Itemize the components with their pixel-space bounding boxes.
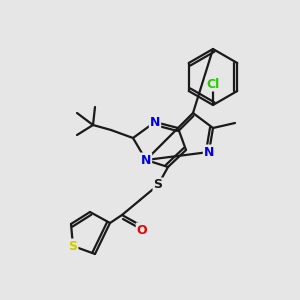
Text: S: S	[68, 239, 77, 253]
Text: N: N	[150, 116, 160, 128]
Text: Cl: Cl	[206, 77, 220, 91]
Text: S: S	[154, 178, 163, 191]
Text: N: N	[204, 146, 214, 158]
Text: N: N	[141, 154, 151, 166]
Text: O: O	[137, 224, 147, 236]
